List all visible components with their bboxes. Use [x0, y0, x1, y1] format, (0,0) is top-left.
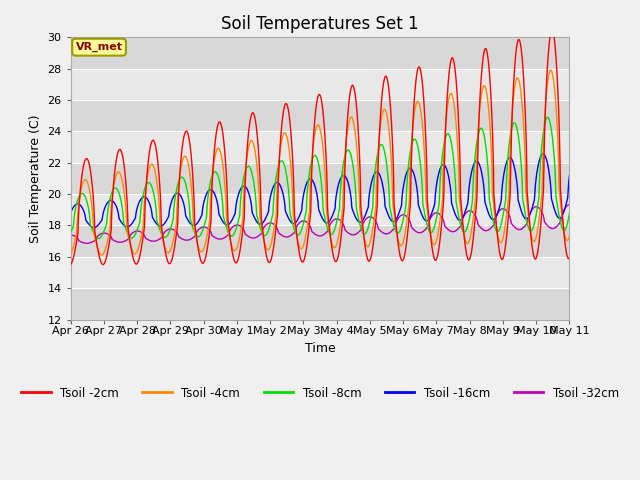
Text: VR_met: VR_met	[76, 42, 123, 52]
Bar	[70, 226, 570, 257]
Bar	[70, 194, 570, 226]
Title: Soil Temperatures Set 1: Soil Temperatures Set 1	[221, 15, 419, 33]
X-axis label: Time: Time	[305, 342, 335, 355]
Bar	[70, 132, 570, 163]
Bar	[70, 288, 570, 320]
Y-axis label: Soil Temperature (C): Soil Temperature (C)	[29, 114, 42, 243]
Bar	[70, 163, 570, 194]
Bar	[70, 69, 570, 100]
Bar	[70, 257, 570, 288]
Bar	[70, 100, 570, 132]
Legend: Tsoil -2cm, Tsoil -4cm, Tsoil -8cm, Tsoil -16cm, Tsoil -32cm: Tsoil -2cm, Tsoil -4cm, Tsoil -8cm, Tsoi…	[17, 382, 623, 404]
Bar	[70, 37, 570, 69]
